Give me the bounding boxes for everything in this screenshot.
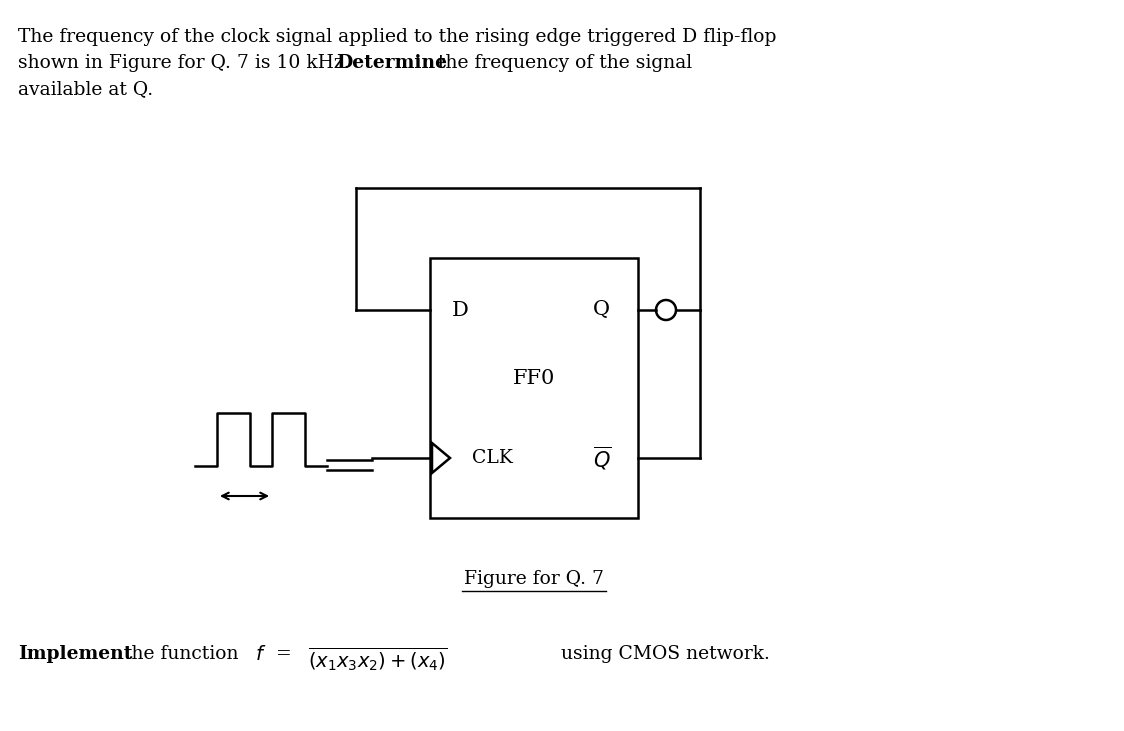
- Bar: [430, 258, 638, 518]
- Text: FF0: FF0: [513, 368, 555, 387]
- Text: Determine: Determine: [336, 54, 447, 72]
- Text: available at Q.: available at Q.: [18, 80, 153, 98]
- Text: The frequency of the clock signal applied to the rising edge triggered D flip-fl: The frequency of the clock signal applie…: [18, 28, 777, 46]
- Text: $\overline{Q}$: $\overline{Q}$: [593, 444, 611, 471]
- Text: using CMOS network.: using CMOS network.: [555, 645, 770, 663]
- Text: Q: Q: [593, 300, 610, 319]
- Text: $f$: $f$: [255, 645, 266, 664]
- Text: the function: the function: [118, 645, 245, 663]
- Text: D: D: [452, 300, 469, 319]
- Text: CLK: CLK: [472, 449, 513, 467]
- Text: Figure for Q. 7: Figure for Q. 7: [464, 570, 604, 588]
- Text: the frequency of the signal: the frequency of the signal: [432, 54, 692, 72]
- Text: shown in Figure for Q. 7 is 10 kHz.: shown in Figure for Q. 7 is 10 kHz.: [18, 54, 355, 72]
- Text: =: =: [270, 645, 298, 663]
- Text: Implement: Implement: [18, 645, 133, 663]
- Text: $\overline{(x_1 x_3 x_2) + (x_4)}$: $\overline{(x_1 x_3 x_2) + (x_4)}$: [308, 645, 447, 673]
